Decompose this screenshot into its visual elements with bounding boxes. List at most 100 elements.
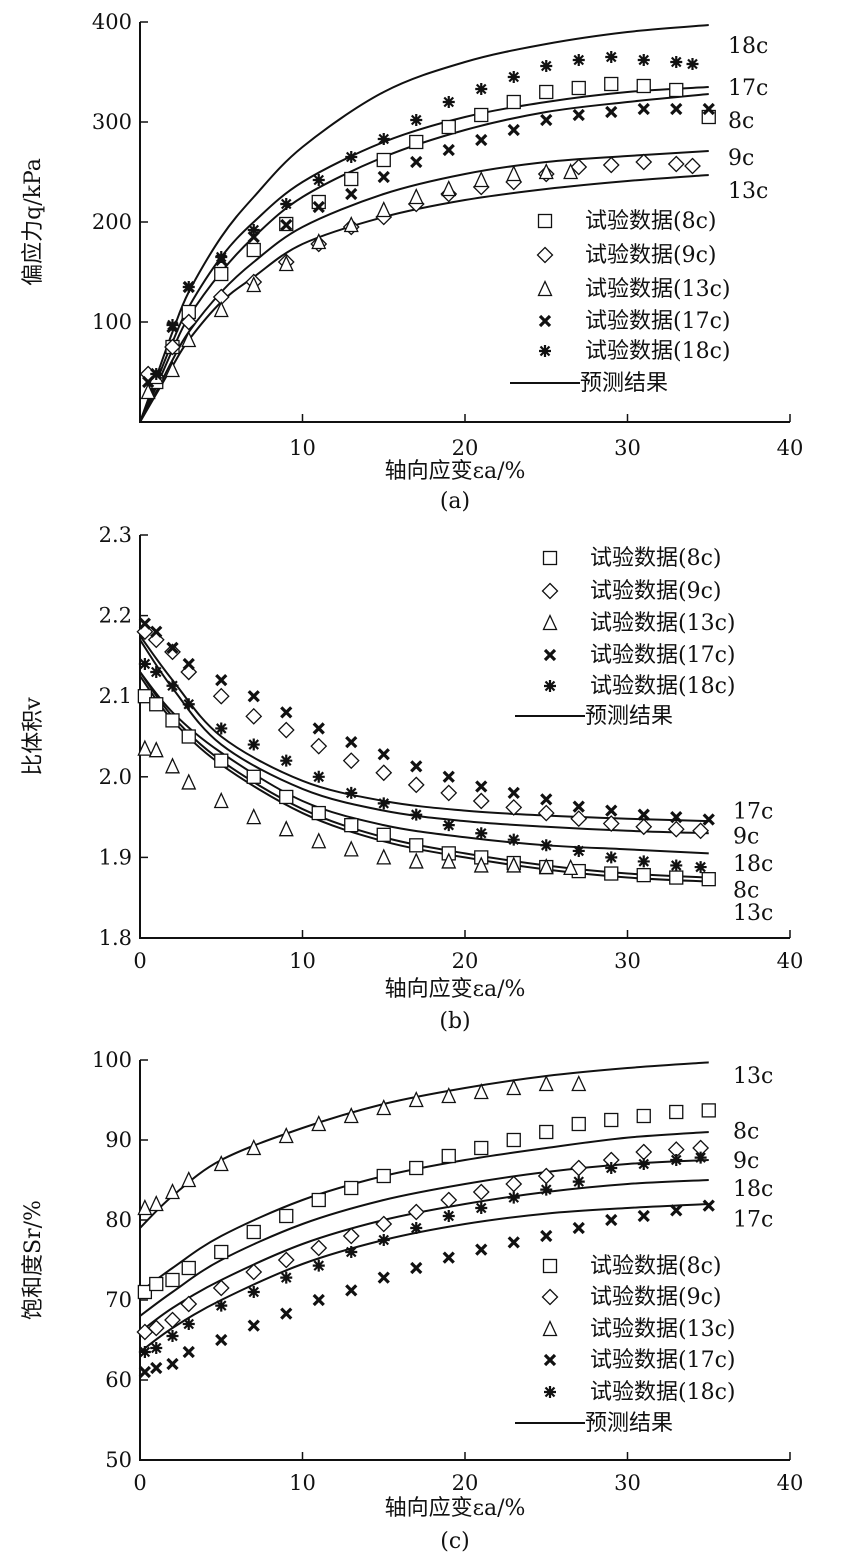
curve-label-9c: 9c bbox=[733, 1149, 759, 1174]
data-point-18c bbox=[572, 54, 585, 66]
x-tick-label: 0 bbox=[133, 1471, 146, 1495]
data-point-17c bbox=[377, 170, 390, 184]
data-point-18c bbox=[507, 1191, 520, 1204]
data-point-9c bbox=[635, 818, 653, 836]
x-tick-label: 30 bbox=[614, 1471, 641, 1495]
data-point-8c bbox=[165, 713, 180, 728]
data-point-13c bbox=[311, 832, 327, 849]
x-tick-label: 0 bbox=[133, 949, 146, 973]
data-point-18c bbox=[280, 198, 293, 210]
data-point-18c bbox=[637, 1158, 650, 1170]
data-point-8c bbox=[214, 266, 229, 282]
data-point-8c bbox=[604, 1112, 619, 1128]
series-13c bbox=[140, 162, 579, 400]
data-point-18c bbox=[410, 1222, 423, 1234]
data-point-8c bbox=[246, 769, 261, 784]
data-point-17c bbox=[215, 673, 228, 687]
data-point-9c bbox=[180, 313, 198, 331]
data-point-9c bbox=[245, 707, 263, 725]
data-point-8c bbox=[279, 1208, 294, 1224]
data-point-18c bbox=[150, 1342, 163, 1354]
legend: 试验数据(8c) 试验数据(9c) 试验数据(13c) 试验数据(17c) 试验数据(1… bbox=[515, 546, 735, 729]
data-point-17c bbox=[637, 1209, 650, 1223]
data-point-13c bbox=[148, 741, 164, 758]
y-tick-label: 2.0 bbox=[99, 765, 132, 789]
data-point-18c bbox=[605, 1162, 618, 1174]
data-point-13c bbox=[538, 1074, 554, 1092]
legend-label: 试验数据(17c) bbox=[585, 309, 730, 334]
legend-marker-square bbox=[542, 550, 558, 566]
data-point-18c bbox=[572, 844, 585, 857]
data-point-9c bbox=[505, 1175, 523, 1193]
data-point-9c bbox=[164, 1311, 181, 1329]
data-point-18c bbox=[247, 738, 260, 751]
data-point-13c bbox=[181, 1170, 197, 1188]
data-point-9c bbox=[667, 820, 685, 838]
data-point-8c bbox=[539, 84, 554, 100]
data-point-18c bbox=[166, 1330, 179, 1342]
curve-label-17c: 17c bbox=[728, 76, 768, 101]
data-point-18c bbox=[694, 861, 707, 874]
legend-marker-asterisk bbox=[544, 1386, 556, 1398]
panel-caption: (c) bbox=[440, 1529, 470, 1554]
data-point-18c bbox=[280, 754, 293, 767]
x-tick-label: 40 bbox=[777, 949, 804, 973]
data-point-18c bbox=[182, 281, 195, 293]
data-point-8c bbox=[246, 1224, 261, 1240]
data-point-8c bbox=[701, 872, 716, 887]
data-point-17c bbox=[312, 1293, 325, 1307]
data-point-13c bbox=[408, 852, 424, 869]
data-point-8c bbox=[604, 866, 619, 881]
data-point-18c bbox=[138, 657, 151, 670]
y-tick-label: 60 bbox=[105, 1368, 132, 1392]
data-point-17c bbox=[138, 617, 152, 630]
curve-label-18c: 18c bbox=[733, 852, 773, 877]
data-point-17c bbox=[247, 1319, 260, 1332]
x-tick-label: 20 bbox=[452, 949, 479, 973]
panel-caption: (b) bbox=[439, 1009, 470, 1034]
y-tick-label: 70 bbox=[105, 1288, 132, 1312]
panel-caption: (a) bbox=[440, 489, 470, 514]
data-point-18c bbox=[138, 1346, 151, 1358]
x-tick-label: 30 bbox=[614, 949, 641, 973]
data-point-9c bbox=[164, 338, 181, 356]
series-13c bbox=[137, 739, 579, 876]
data-point-8c bbox=[409, 838, 424, 853]
data-point-13c bbox=[137, 739, 153, 756]
data-point-17c bbox=[410, 1261, 423, 1275]
series-13c bbox=[137, 1074, 587, 1216]
data-point-8c bbox=[636, 1108, 651, 1124]
data-point-18c bbox=[377, 1234, 390, 1246]
data-point-13c bbox=[246, 275, 262, 293]
x-tick-label: 10 bbox=[289, 436, 316, 460]
data-point-17c bbox=[150, 625, 163, 638]
data-point-17c bbox=[605, 1213, 618, 1227]
data-point-8c bbox=[311, 1192, 326, 1208]
data-point-13c bbox=[408, 187, 424, 205]
data-point-17c bbox=[215, 1333, 228, 1347]
x-axis-label: 轴向应变εa/% bbox=[385, 459, 526, 484]
data-point-13c bbox=[538, 858, 554, 875]
data-point-17c bbox=[166, 1357, 179, 1371]
data-point-18c bbox=[540, 1183, 553, 1196]
legend-marker-asterisk bbox=[539, 345, 551, 357]
series-8c bbox=[137, 1103, 716, 1300]
data-point-8c bbox=[246, 242, 261, 258]
legend-label: 试验数据(8c) bbox=[590, 1254, 722, 1279]
data-point-17c bbox=[540, 113, 553, 127]
data-point-8c bbox=[669, 1104, 684, 1120]
legend-label: 试验数据(18c) bbox=[590, 1380, 735, 1405]
predicted-curve-18c bbox=[139, 1179, 709, 1333]
data-point-17c bbox=[702, 1199, 715, 1212]
x-tick-label: 10 bbox=[289, 949, 316, 973]
legend-label: 试验数据(13c) bbox=[590, 611, 735, 636]
data-point-17c bbox=[280, 706, 293, 719]
data-point-8c bbox=[474, 107, 489, 123]
data-point-9c bbox=[147, 1319, 165, 1337]
legend-label: 试验数据(8c) bbox=[585, 209, 717, 234]
data-point-18c bbox=[150, 666, 163, 679]
data-point-9c bbox=[407, 776, 425, 794]
series-18c bbox=[138, 1151, 707, 1358]
data-point-9c bbox=[570, 158, 588, 176]
data-point-8c bbox=[474, 1140, 489, 1156]
